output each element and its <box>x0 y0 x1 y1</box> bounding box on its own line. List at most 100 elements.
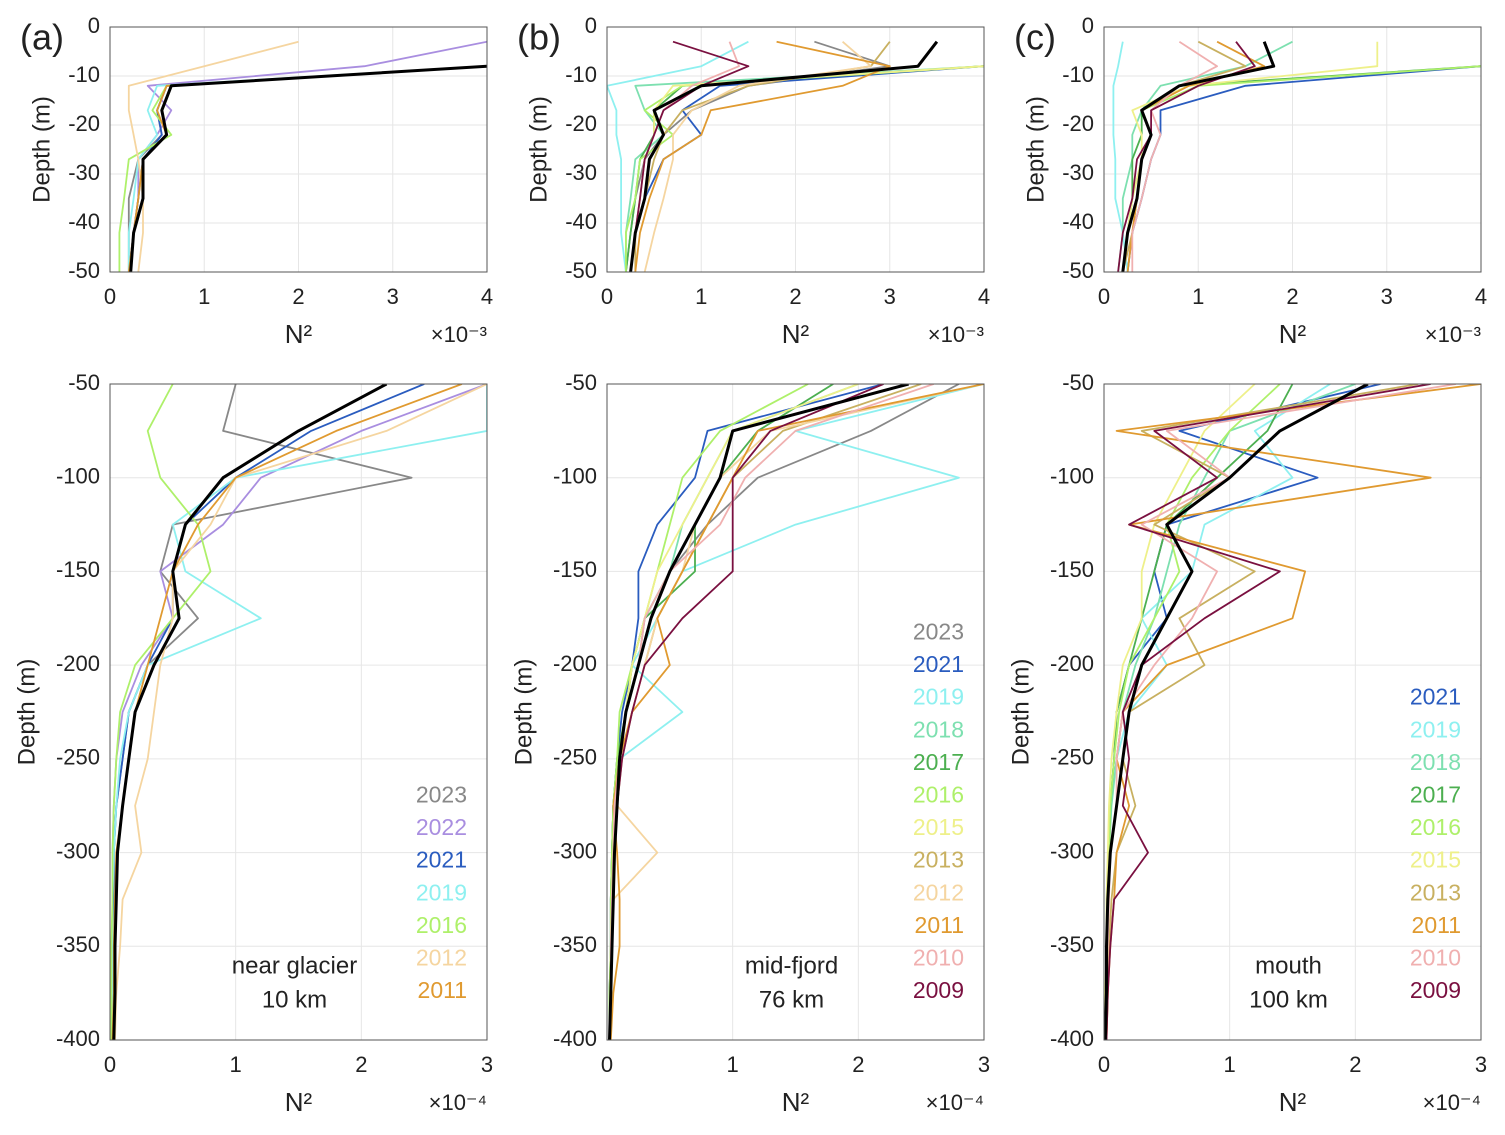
y-tick-label: -100 <box>1050 464 1094 489</box>
legend-entry: 2016 <box>913 781 964 807</box>
legend-entry: 2015 <box>1410 847 1461 873</box>
profile-line <box>629 40 939 272</box>
x-scale-label: ×10⁻⁴ <box>429 1090 487 1115</box>
x-tick-label: 3 <box>978 1052 990 1077</box>
profile-line <box>1112 41 1129 272</box>
x-tick-label: 0 <box>1098 284 1110 309</box>
y-tick-label: -20 <box>1062 111 1094 136</box>
y-tick-label: -200 <box>56 651 100 676</box>
profile-line <box>634 40 891 272</box>
y-tick-label: -30 <box>565 160 597 185</box>
legend-entry: 2017 <box>1410 781 1461 807</box>
x-axis-label: N² <box>285 319 313 349</box>
y-tick-label: -350 <box>553 932 597 957</box>
legend-entry: 2021 <box>416 847 467 873</box>
x-tick-label: 0 <box>601 1052 613 1077</box>
series-group <box>607 40 984 272</box>
profile-line <box>1117 40 1293 272</box>
profile-line <box>127 40 299 272</box>
legend-entry: 2023 <box>913 618 964 644</box>
series-group <box>1112 40 1481 272</box>
legend-entry: 2011 <box>1412 912 1461 938</box>
legend-entry: 2018 <box>1410 749 1461 775</box>
y-tick-label: -30 <box>68 160 100 185</box>
axes-frame <box>606 383 985 1041</box>
y-tick-label: -150 <box>56 557 100 582</box>
y-tick-label: -10 <box>1062 62 1094 87</box>
x-tick-label: 3 <box>481 1052 493 1077</box>
x-tick-label: 1 <box>230 1052 242 1077</box>
series-group <box>1104 384 1481 1040</box>
axes-frame <box>109 26 488 273</box>
x-scale-label: ×10⁻⁴ <box>926 1090 984 1115</box>
x-tick-label: 4 <box>978 284 990 309</box>
legend-entry: 2019 <box>1410 716 1461 742</box>
y-tick-label: 0 <box>88 13 100 38</box>
profile-line <box>1121 41 1276 272</box>
series-group <box>118 40 487 272</box>
x-tick-label: 0 <box>1098 1052 1110 1077</box>
annotation: 100 km <box>1249 986 1328 1013</box>
x-axis-label: N² <box>1279 1087 1307 1117</box>
y-tick-label: -300 <box>56 838 100 863</box>
x-tick-label: 2 <box>292 284 304 309</box>
legend-entry: 2017 <box>913 749 964 775</box>
legend-entry: 2019 <box>913 684 964 710</box>
legend-entry: 2012 <box>913 879 964 905</box>
y-tick-label: -300 <box>1050 838 1094 863</box>
panel: 0 1 2 3 -400 -350 -300 -250 -200 -150 -100 -50 N² ×10… <box>1007 370 1487 1117</box>
x-tick-label: 3 <box>387 284 399 309</box>
profile-line <box>129 64 487 272</box>
y-tick-label: -250 <box>56 745 100 770</box>
legend-entry: 2010 <box>1410 944 1461 970</box>
y-tick-label: -200 <box>553 651 597 676</box>
y-tick-label: -20 <box>565 111 597 136</box>
series-group <box>110 384 487 1040</box>
y-tick-label: -250 <box>1050 745 1094 770</box>
x-scale-label: ×10⁻³ <box>431 322 487 347</box>
legend-entry: 2021 <box>1410 684 1461 710</box>
y-tick-label: -400 <box>56 1026 100 1051</box>
x-tick-label: 1 <box>695 284 707 309</box>
panel: 0 1 2 3 4 -50 -40 -30 -20 -10 0 (b) N² ×10⁻³ Depth (m) <box>517 13 990 349</box>
legend-entry: 2015 <box>913 814 964 840</box>
y-axis-label: Depth (m) <box>1007 659 1034 766</box>
x-scale-label: ×10⁻³ <box>1425 322 1481 347</box>
profile-line <box>114 384 487 1040</box>
y-tick-label: 0 <box>585 13 597 38</box>
y-tick-label: -150 <box>1050 557 1094 582</box>
legend-entry: 2013 <box>913 847 964 873</box>
profile-line <box>127 65 487 272</box>
y-tick-label: -200 <box>1050 651 1094 676</box>
y-axis-label: Depth (m) <box>510 659 537 766</box>
x-tick-label: 0 <box>104 1052 116 1077</box>
legend-entry: 2011 <box>915 912 964 938</box>
y-tick-label: 0 <box>1082 13 1094 38</box>
legend-entry: 2018 <box>913 716 964 742</box>
x-tick-label: 2 <box>852 1052 864 1077</box>
y-tick-label: -350 <box>56 932 100 957</box>
profile-line <box>112 384 388 1040</box>
y-axis-label: Depth (m) <box>525 96 552 203</box>
y-tick-label: -50 <box>1062 258 1094 283</box>
panel-label: (a) <box>20 17 64 58</box>
y-tick-label: -50 <box>1062 370 1094 395</box>
legend-entry: 2011 <box>418 977 467 1003</box>
legend-entry: 2016 <box>416 912 467 938</box>
y-tick-label: -20 <box>68 111 100 136</box>
profile-line <box>1131 40 1218 272</box>
panel: 0 1 2 3 4 -50 -40 -30 -20 -10 0 (a) N² ×10⁻³ Depth (m) <box>20 13 493 349</box>
profile-line <box>110 384 212 1040</box>
x-tick-label: 1 <box>1192 284 1204 309</box>
x-tick-label: 3 <box>1475 1052 1487 1077</box>
y-tick-label: -150 <box>553 557 597 582</box>
y-tick-label: -50 <box>565 370 597 395</box>
profile-line <box>1104 384 1369 1040</box>
x-tick-label: 1 <box>198 284 210 309</box>
x-tick-label: 3 <box>1381 284 1393 309</box>
y-tick-label: -100 <box>56 464 100 489</box>
legend-entry: 2016 <box>1410 814 1461 840</box>
y-tick-label: -40 <box>565 209 597 234</box>
series-group <box>608 384 984 1040</box>
